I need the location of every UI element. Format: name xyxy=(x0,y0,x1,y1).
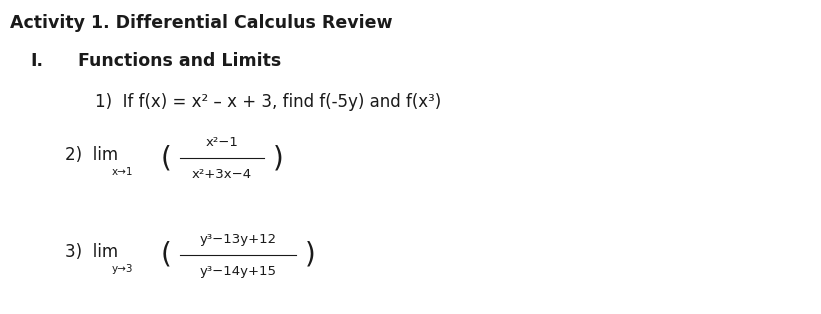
Text: y→3: y→3 xyxy=(112,264,134,274)
Text: x→1: x→1 xyxy=(112,167,134,177)
Text: (: ( xyxy=(161,144,172,172)
Text: ): ) xyxy=(305,241,315,269)
Text: 2)  lim: 2) lim xyxy=(65,146,118,164)
Text: 3)  lim: 3) lim xyxy=(65,243,118,261)
Text: Activity 1. Differential Calculus Review: Activity 1. Differential Calculus Review xyxy=(10,14,392,32)
Text: x²+3x−4: x²+3x−4 xyxy=(192,167,252,181)
Text: ): ) xyxy=(273,144,283,172)
Text: Functions and Limits: Functions and Limits xyxy=(78,52,282,70)
Text: y³−13y+12: y³−13y+12 xyxy=(200,232,277,246)
Text: I.: I. xyxy=(30,52,43,70)
Text: y³−14y+15: y³−14y+15 xyxy=(200,264,277,278)
Text: (: ( xyxy=(161,241,172,269)
Text: 1)  If f(x) = x² – x + 3, find f(-5y) and f(x³): 1) If f(x) = x² – x + 3, find f(-5y) and… xyxy=(95,93,441,111)
Text: x²−1: x²−1 xyxy=(205,136,238,149)
